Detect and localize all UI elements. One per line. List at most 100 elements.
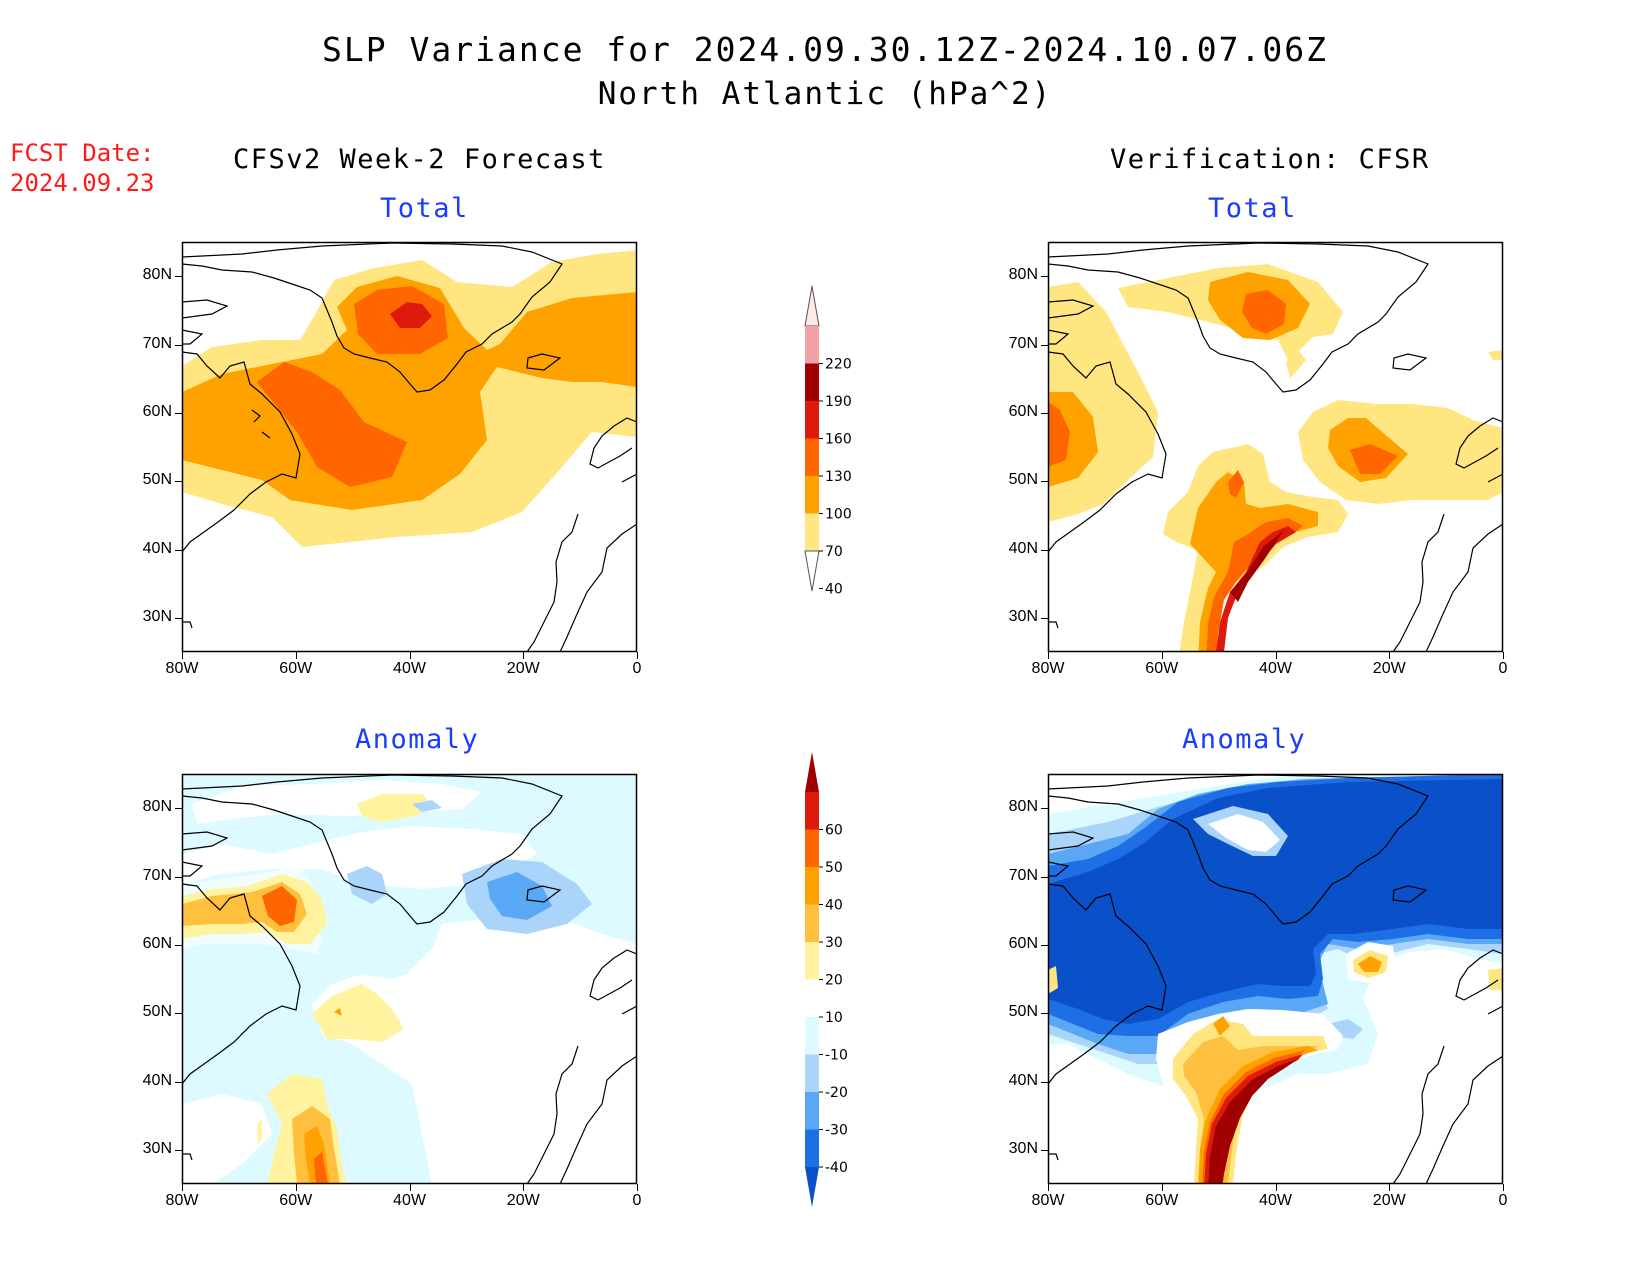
- forecast-date-label: FCST Date:: [10, 139, 155, 167]
- lon-tick-mark: [523, 652, 525, 659]
- colorbar-top-arrow: [805, 752, 819, 792]
- lat-tick-label: 80N: [142, 266, 172, 284]
- forecast-anomaly-contours: [182, 774, 637, 1184]
- bottom-left-subtitle: Anomaly: [355, 724, 480, 755]
- verification-column-title: Verification: CFSR: [1110, 144, 1430, 175]
- verification-total-coastlines: [1048, 242, 1503, 652]
- colorbar-segment: [805, 1017, 819, 1055]
- colorbar-segment: [805, 1092, 819, 1130]
- lat-tick-label: 50N: [1008, 1003, 1038, 1021]
- lon-tick-mark: [1389, 652, 1391, 659]
- lon-tick-label: 0: [632, 660, 642, 677]
- lat-tick-label: 40N: [1008, 539, 1038, 557]
- lon-tick-mark: [1389, 1184, 1391, 1191]
- lat-tick-mark: [175, 944, 182, 946]
- lon-tick-label: 80W: [1031, 1192, 1065, 1209]
- lat-tick-mark: [1041, 549, 1048, 551]
- lon-tick-label: 60W: [279, 1192, 313, 1209]
- lat-tick-mark: [175, 344, 182, 346]
- forecast-total-contours: [182, 242, 637, 652]
- colorbar-segment: [805, 438, 819, 476]
- lon-tick-mark: [182, 1184, 183, 1191]
- lat-tick-label: 30N: [1008, 607, 1038, 625]
- forecast-total-frame: [181, 241, 638, 653]
- lon-tick-label: 80W: [165, 1192, 199, 1209]
- lat-tick-label: 30N: [1008, 1139, 1038, 1157]
- lon-tick-label: 0: [1498, 1192, 1508, 1209]
- lat-tick-label: 50N: [142, 471, 172, 489]
- lon-tick-mark: [1275, 1184, 1277, 1191]
- lat-tick-mark: [1041, 1149, 1048, 1151]
- lon-tick-mark: [1275, 652, 1277, 659]
- lon-tick-label: 40W: [393, 1192, 426, 1209]
- lon-tick-label: 40W: [1259, 660, 1292, 677]
- colorbar-label: 190: [825, 394, 852, 410]
- lat-tick-label: 70N: [1008, 334, 1038, 352]
- lat-tick-label: 60N: [1008, 934, 1038, 952]
- lon-tick-label: 40W: [393, 660, 426, 677]
- lon-tick-label: 20W: [506, 1192, 540, 1209]
- verification-total-map: [1047, 241, 1504, 653]
- forecast-anomaly-frame: [181, 773, 638, 1185]
- colorbar-segment: [805, 363, 819, 401]
- colorbar-segment: [805, 979, 819, 1017]
- lat-tick-mark: [1041, 808, 1048, 810]
- lat-tick-label: 30N: [142, 1139, 172, 1157]
- lon-tick-label: 20W: [1372, 1192, 1406, 1209]
- lon-tick-mark: [1503, 1184, 1504, 1191]
- forecast-total-map: [181, 241, 638, 653]
- colorbar-segment: [805, 942, 819, 980]
- bottom-right-subtitle: Anomaly: [1182, 724, 1307, 755]
- lat-tick-label: 50N: [1008, 471, 1038, 489]
- colorbar-label: -40: [825, 1160, 848, 1176]
- lon-tick-mark: [1161, 1184, 1163, 1191]
- lon-tick-label: 60W: [279, 660, 313, 677]
- top-left-subtitle: Total: [380, 193, 469, 224]
- lon-tick-mark: [1048, 652, 1049, 659]
- colorbar-segment: [805, 513, 819, 551]
- lat-tick-label: 70N: [1008, 866, 1038, 884]
- colorbar-label: 70: [825, 544, 843, 560]
- forecast-anomaly-map: [181, 773, 638, 1185]
- lat-tick-mark: [1041, 617, 1048, 619]
- colorbar-label: -10: [825, 1048, 848, 1064]
- verification-anomaly-map: [1047, 773, 1504, 1185]
- lat-tick-mark: [175, 808, 182, 810]
- lon-tick-mark: [182, 652, 183, 659]
- lon-tick-label: 80W: [165, 660, 199, 677]
- lon-tick-mark: [1048, 1184, 1049, 1191]
- verification-anomaly-frame: [1047, 773, 1504, 1185]
- lat-tick-label: 40N: [142, 1071, 172, 1089]
- lat-tick-mark: [1041, 412, 1048, 414]
- lat-tick-mark: [1041, 1081, 1048, 1083]
- lat-tick-label: 60N: [142, 402, 172, 420]
- colorbar-segment: [805, 401, 819, 439]
- colorbar-label: -20: [825, 1085, 848, 1101]
- anomaly-colorbar-labels: 60 50 40 30 20 10 -10 -20 -30 -40: [819, 823, 848, 1176]
- lon-tick-mark: [1161, 652, 1163, 659]
- lon-tick-label: 60W: [1145, 660, 1179, 677]
- lat-tick-mark: [175, 549, 182, 551]
- lat-tick-label: 70N: [142, 334, 172, 352]
- lat-tick-label: 80N: [1008, 266, 1038, 284]
- lon-tick-mark: [295, 652, 297, 659]
- colorbar-segment: [805, 829, 819, 867]
- colorbar-label: 40: [825, 898, 843, 914]
- lat-tick-label: 60N: [1008, 402, 1038, 420]
- colorbar-segment: [805, 1129, 819, 1167]
- lat-tick-mark: [1041, 481, 1048, 483]
- colorbar-label: 130: [825, 469, 852, 485]
- lat-tick-mark: [175, 1149, 182, 1151]
- lon-tick-mark: [295, 1184, 297, 1191]
- verification-anomaly-coastlines: [1048, 774, 1503, 1184]
- colorbar-label: 50: [825, 860, 843, 876]
- lat-tick-mark: [1041, 944, 1048, 946]
- lat-tick-label: 40N: [142, 539, 172, 557]
- forecast-total-coastlines: [182, 242, 637, 652]
- lon-tick-label: 0: [632, 1192, 642, 1209]
- lon-tick-mark: [409, 1184, 411, 1191]
- colorbar-label: 20: [825, 973, 843, 989]
- lon-tick-label: 20W: [506, 660, 540, 677]
- lat-tick-label: 80N: [1008, 798, 1038, 816]
- lon-tick-mark: [1503, 652, 1504, 659]
